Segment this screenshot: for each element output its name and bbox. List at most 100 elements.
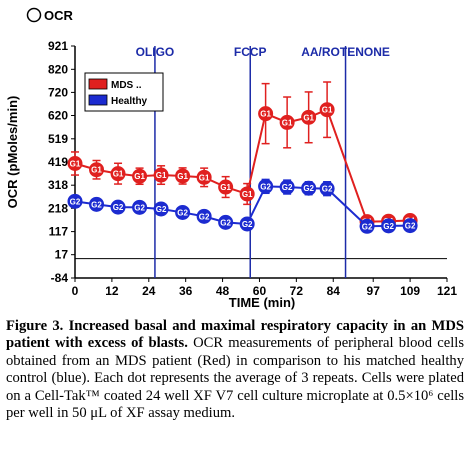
point-label: G2 bbox=[260, 182, 271, 191]
x-tick-label: 48 bbox=[216, 284, 230, 298]
data-point bbox=[153, 201, 169, 217]
point-label: G2 bbox=[220, 218, 231, 227]
y-tick-label: 218 bbox=[48, 201, 68, 215]
point-label: G2 bbox=[242, 220, 253, 229]
point-label: G1 bbox=[113, 170, 124, 179]
y-tick-label: 620 bbox=[48, 108, 68, 122]
x-tick-label: 12 bbox=[105, 284, 119, 298]
axes: -84 17 117 218 318 419 519 620 720 820 921 0 12 24 36 4… bbox=[48, 39, 457, 298]
data-point bbox=[218, 179, 234, 195]
plot-series: G1G1G1G1G1G1G1G1G1G1G1G1G1G1G1G1G2G2G2G2… bbox=[67, 81, 418, 234]
data-point bbox=[196, 169, 212, 185]
point-label: G1 bbox=[199, 173, 210, 182]
title-circle-icon bbox=[26, 7, 42, 23]
point-label: G2 bbox=[134, 203, 145, 212]
point-label: G1 bbox=[70, 160, 81, 169]
data-point bbox=[301, 109, 317, 125]
point-label: G1 bbox=[303, 113, 314, 122]
event-markers: OLIGO FCCP AA/ROTENONE bbox=[136, 45, 390, 278]
point-label: G2 bbox=[91, 200, 102, 209]
legend-label: MDS .. bbox=[111, 80, 142, 91]
data-point bbox=[218, 214, 234, 230]
y-tick-label: -84 bbox=[51, 271, 69, 285]
y-tick-label: 519 bbox=[48, 132, 68, 146]
caption-title: Figure 3. Increased basal and maximal re… bbox=[6, 318, 464, 352]
x-tick-label: 60 bbox=[253, 284, 267, 298]
x-tick-label: 36 bbox=[179, 284, 193, 298]
data-point bbox=[175, 168, 191, 184]
series-line bbox=[326, 187, 411, 228]
x-tick-label: 121 bbox=[437, 284, 457, 298]
y-tick-label: 318 bbox=[48, 178, 68, 192]
x-tick-label: 24 bbox=[142, 284, 156, 298]
data-point bbox=[110, 199, 126, 215]
data-point bbox=[279, 114, 295, 130]
data-point bbox=[301, 180, 317, 196]
caption-body: OCR measurements of peripheral blood cel… bbox=[6, 335, 464, 422]
point-label: G1 bbox=[91, 166, 102, 175]
data-point bbox=[319, 102, 335, 118]
point-label: G1 bbox=[156, 171, 167, 180]
event-label: FCCP bbox=[234, 45, 267, 59]
point-label: G1 bbox=[260, 110, 271, 119]
point-label: G2 bbox=[303, 184, 314, 193]
figure-caption: Figure 3. Increased basal and maximal re… bbox=[6, 318, 464, 422]
point-label: G2 bbox=[156, 205, 167, 214]
data-point bbox=[319, 181, 335, 197]
point-label: G2 bbox=[322, 185, 333, 194]
point-label: G2 bbox=[113, 203, 124, 212]
x-axis-label: TIME (min) bbox=[229, 295, 295, 310]
y-tick-label: 117 bbox=[49, 225, 69, 239]
data-point bbox=[132, 168, 148, 184]
data-point bbox=[89, 196, 105, 212]
data-point bbox=[381, 218, 397, 234]
y-tick-label: 17 bbox=[55, 248, 69, 262]
y-tick-label: 720 bbox=[48, 85, 68, 99]
data-point bbox=[153, 167, 169, 183]
point-label: G2 bbox=[70, 197, 81, 206]
data-point bbox=[132, 199, 148, 215]
x-tick-label: 0 bbox=[72, 284, 79, 298]
data-point bbox=[258, 106, 274, 122]
x-tick-label: 97 bbox=[367, 284, 381, 298]
point-label: G1 bbox=[220, 183, 231, 192]
point-label: G2 bbox=[405, 222, 416, 231]
chart-title-text: OCR bbox=[44, 8, 74, 23]
x-tick-label: 84 bbox=[327, 284, 341, 298]
data-point bbox=[175, 204, 191, 220]
point-label: G1 bbox=[242, 190, 253, 199]
point-label: G2 bbox=[383, 222, 394, 231]
data-point bbox=[110, 166, 126, 182]
point-label: G1 bbox=[134, 172, 145, 181]
data-point bbox=[258, 178, 274, 194]
x-tick-label: 72 bbox=[290, 284, 304, 298]
y-tick-label: 419 bbox=[48, 155, 68, 169]
point-label: G1 bbox=[282, 118, 293, 127]
legend: MDS .. Healthy bbox=[84, 72, 164, 112]
event-label: OLIGO bbox=[136, 45, 175, 59]
ocr-chart: OCR -84 17 117 218 318 419 519 620 720 820 921 0 12 2… bbox=[5, 7, 457, 310]
data-point bbox=[279, 179, 295, 195]
point-label: G2 bbox=[362, 222, 373, 231]
x-tick-label: 109 bbox=[400, 284, 420, 298]
y-tick-label: 921 bbox=[48, 39, 68, 53]
series-line bbox=[326, 109, 411, 223]
data-point bbox=[359, 218, 375, 234]
point-label: G1 bbox=[322, 106, 333, 115]
data-point bbox=[239, 216, 255, 232]
legend-swatch bbox=[88, 78, 108, 90]
data-point bbox=[402, 218, 418, 234]
data-point bbox=[89, 162, 105, 178]
point-label: G1 bbox=[177, 172, 188, 181]
data-point bbox=[67, 193, 83, 209]
point-label: G2 bbox=[282, 183, 293, 192]
data-point bbox=[67, 156, 83, 172]
series-healthy: G2 G2 G2 G2 G2 G2 G2 G2 G2 G2 G2 G2 G2 G2 G2 G2 bbox=[67, 178, 418, 234]
y-axis-label: OCR (pMoles/min) bbox=[5, 96, 20, 209]
legend-swatch bbox=[88, 94, 108, 106]
point-label: G2 bbox=[177, 208, 188, 217]
data-point bbox=[196, 208, 212, 224]
point-label: G2 bbox=[199, 212, 210, 221]
data-point bbox=[239, 186, 255, 202]
event-label: AA/ROTENONE bbox=[301, 45, 390, 59]
